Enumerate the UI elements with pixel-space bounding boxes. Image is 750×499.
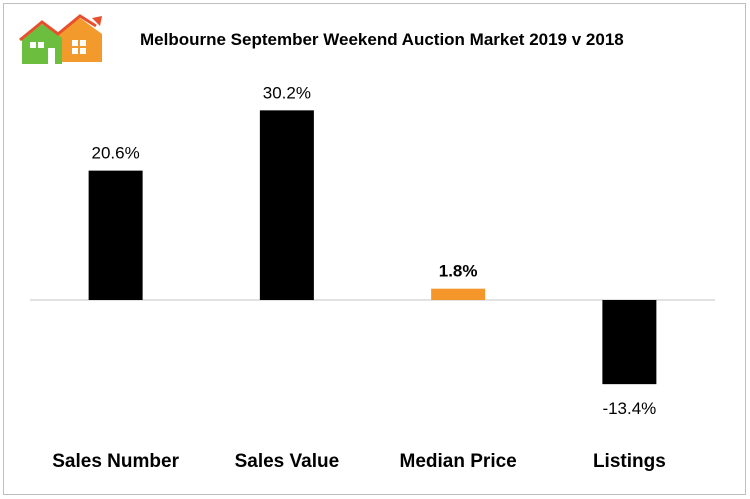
bar-sales-value xyxy=(259,110,314,301)
category-label-listings: Listings xyxy=(593,451,666,472)
data-label-sales-number: 20.6% xyxy=(92,144,140,163)
chart-title: Melbourne September Weekend Auction Mark… xyxy=(140,30,624,49)
bar-median-price xyxy=(431,288,486,300)
bar-sales-number xyxy=(88,170,143,300)
category-label-sales-value: Sales Value xyxy=(235,451,340,472)
house-logo-icon xyxy=(18,12,104,66)
data-label-listings: -13.4% xyxy=(602,399,656,418)
data-label-sales-value: 30.2% xyxy=(263,83,311,102)
category-label-sales-number: Sales Number xyxy=(52,451,179,472)
category-label-median-price: Median Price xyxy=(400,451,517,472)
bar-listings xyxy=(602,300,657,385)
data-label-median-price: 1.8% xyxy=(439,262,478,281)
